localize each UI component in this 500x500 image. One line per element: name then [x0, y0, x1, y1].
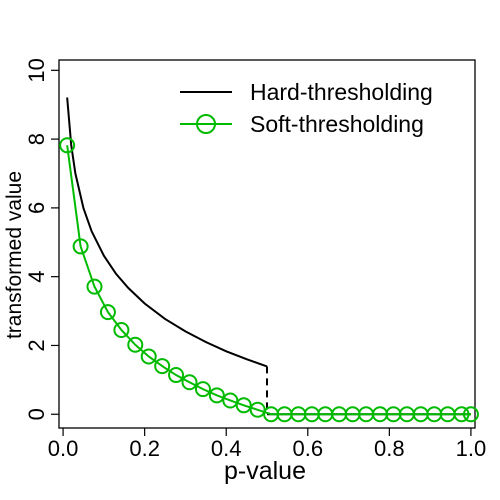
y-tick-label: 8 [24, 133, 49, 145]
data-point-soft-thresholding [181, 374, 198, 391]
data-point-soft-thresholding [462, 406, 479, 423]
y-axis: 0 2 4 6 8 10 [24, 58, 59, 420]
data-point-soft-thresholding [222, 392, 239, 409]
x-tick-label: 0.0 [48, 436, 79, 461]
x-axis-title: p-value [224, 457, 306, 485]
series-line-hard-thresholding [66, 97, 268, 368]
x-tick-label: 0.6 [292, 436, 323, 461]
legend: Hard-thresholding Soft-thresholding [180, 79, 433, 137]
data-point-soft-thresholding [453, 406, 470, 423]
x-tick-label: 0.2 [129, 436, 160, 461]
series-line-soft-thresholding [66, 145, 471, 416]
x-axis: 0.0 0.2 0.4 0.6 0.8 1.0 [48, 428, 486, 461]
x-tick-label: 1.0 [456, 436, 487, 461]
legend-marker-soft-thresholding [196, 114, 216, 134]
y-tick-label: 4 [24, 271, 49, 283]
x-tick-label: 0.8 [374, 436, 405, 461]
y-tick-label: 10 [24, 58, 49, 82]
data-point-soft-thresholding [235, 397, 252, 414]
data-point-soft-thresholding [99, 304, 116, 321]
data-point-soft-thresholding [154, 358, 171, 375]
data-point-soft-thresholding [168, 367, 185, 384]
data-point-soft-thresholding [113, 321, 130, 338]
y-axis-title: transformed value [3, 171, 26, 339]
data-point-soft-thresholding [194, 381, 211, 398]
y-tick-label: 0 [24, 408, 49, 420]
y-tick-label: 2 [24, 339, 49, 351]
data-point-soft-thresholding [86, 278, 103, 295]
legend-label-hard-thresholding: Hard-thresholding [250, 79, 433, 105]
data-point-soft-thresholding [59, 137, 76, 154]
data-point-soft-thresholding [127, 336, 144, 353]
data-point-soft-thresholding [208, 387, 225, 404]
x-tick-label: 0.4 [211, 436, 242, 461]
y-tick-label: 6 [24, 202, 49, 214]
series-layer [59, 97, 479, 423]
data-point-soft-thresholding [72, 238, 89, 255]
plot-box [58, 59, 476, 429]
data-point-soft-thresholding [140, 348, 157, 365]
legend-label-soft-thresholding: Soft-thresholding [250, 111, 424, 137]
